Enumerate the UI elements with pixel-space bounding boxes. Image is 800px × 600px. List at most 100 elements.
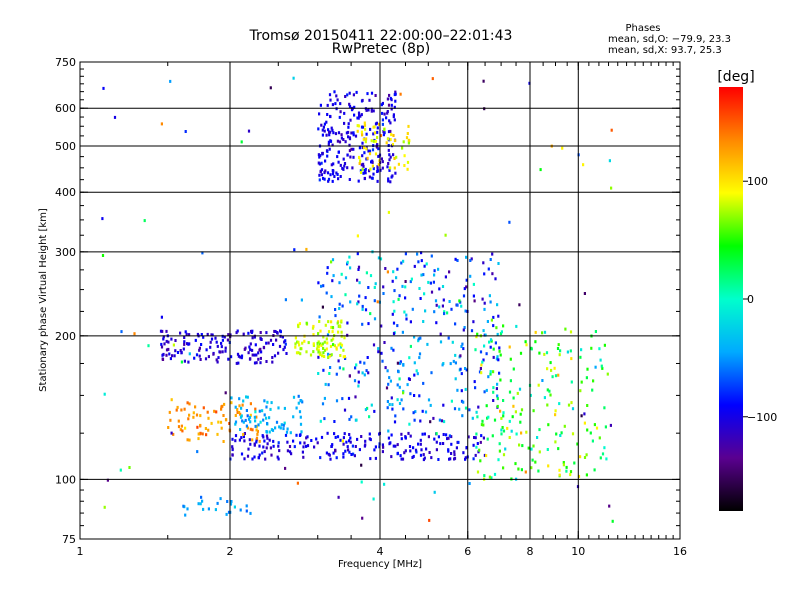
data-point <box>488 475 491 479</box>
data-point <box>382 292 385 295</box>
data-point <box>209 345 212 349</box>
data-point <box>364 439 367 443</box>
data-point <box>386 97 389 101</box>
data-point <box>221 338 224 342</box>
data-point <box>359 169 362 173</box>
data-point <box>388 93 391 97</box>
data-point <box>317 345 320 349</box>
data-point <box>360 435 363 438</box>
data-point <box>491 272 494 276</box>
data-point <box>270 401 273 405</box>
data-point <box>231 437 234 441</box>
data-point <box>219 350 222 354</box>
data-point <box>569 330 573 334</box>
data-point <box>207 428 210 432</box>
data-point <box>388 442 391 446</box>
data-point <box>547 464 550 468</box>
data-point <box>393 309 396 313</box>
data-point <box>377 154 380 158</box>
data-point <box>346 333 349 337</box>
data-point <box>580 414 583 418</box>
data-point <box>553 366 556 370</box>
data-point <box>327 352 330 356</box>
data-point <box>277 351 280 355</box>
data-point <box>316 341 319 345</box>
data-point <box>245 395 248 399</box>
data-point <box>376 169 380 173</box>
data-point <box>286 440 289 444</box>
data-point <box>493 472 497 476</box>
data-point <box>307 341 310 345</box>
data-point <box>423 264 426 268</box>
data-point <box>234 420 238 424</box>
data-point <box>128 466 131 469</box>
data-point <box>496 332 499 336</box>
data-point <box>565 469 568 473</box>
data-point <box>255 428 258 432</box>
data-point <box>376 179 379 183</box>
data-point <box>382 285 385 289</box>
data-point <box>569 349 572 353</box>
data-point <box>381 118 384 122</box>
data-point <box>119 468 122 472</box>
data-point <box>347 125 350 129</box>
data-point <box>196 450 199 454</box>
data-point <box>563 424 566 428</box>
data-point <box>419 442 422 446</box>
data-point <box>372 343 376 347</box>
data-point <box>277 444 280 448</box>
data-point <box>384 267 387 270</box>
data-point <box>363 121 366 125</box>
data-point <box>187 360 190 364</box>
data-point <box>103 505 106 509</box>
data-point <box>498 442 501 446</box>
data-point <box>348 417 351 421</box>
data-point <box>599 358 602 362</box>
data-point <box>517 467 520 471</box>
data-point <box>297 351 300 355</box>
data-point <box>325 337 328 341</box>
data-point <box>390 107 393 111</box>
data-point <box>527 446 530 450</box>
data-point <box>342 355 345 359</box>
data-point <box>419 297 422 300</box>
data-point <box>147 344 150 348</box>
data-point <box>263 413 266 417</box>
data-point <box>348 178 351 181</box>
data-point <box>479 459 482 463</box>
data-point <box>343 432 346 436</box>
data-point <box>586 367 589 371</box>
data-point <box>253 455 256 459</box>
data-point <box>388 403 391 406</box>
data-point <box>392 444 395 448</box>
data-point <box>453 450 456 454</box>
data-point <box>319 342 322 346</box>
data-point <box>302 445 305 449</box>
data-point <box>199 502 202 506</box>
data-point <box>239 412 242 416</box>
data-point <box>454 361 457 365</box>
data-point <box>320 168 324 172</box>
data-point <box>159 329 163 333</box>
data-point <box>367 322 370 326</box>
data-point <box>394 90 397 94</box>
data-point <box>262 346 266 350</box>
data-point <box>199 423 202 427</box>
data-point <box>330 325 333 329</box>
data-point <box>306 435 309 439</box>
data-point <box>409 280 412 284</box>
data-point <box>220 407 223 411</box>
data-point <box>188 402 191 406</box>
data-point <box>329 130 332 134</box>
data-point <box>226 338 229 342</box>
data-point <box>460 399 464 403</box>
data-point <box>323 348 327 352</box>
data-point <box>294 336 297 340</box>
data-point <box>325 149 329 153</box>
data-point <box>500 330 503 334</box>
data-point <box>442 433 445 436</box>
data-point <box>210 337 214 341</box>
data-point <box>331 128 334 132</box>
data-point <box>332 162 335 166</box>
data-point <box>342 436 345 440</box>
